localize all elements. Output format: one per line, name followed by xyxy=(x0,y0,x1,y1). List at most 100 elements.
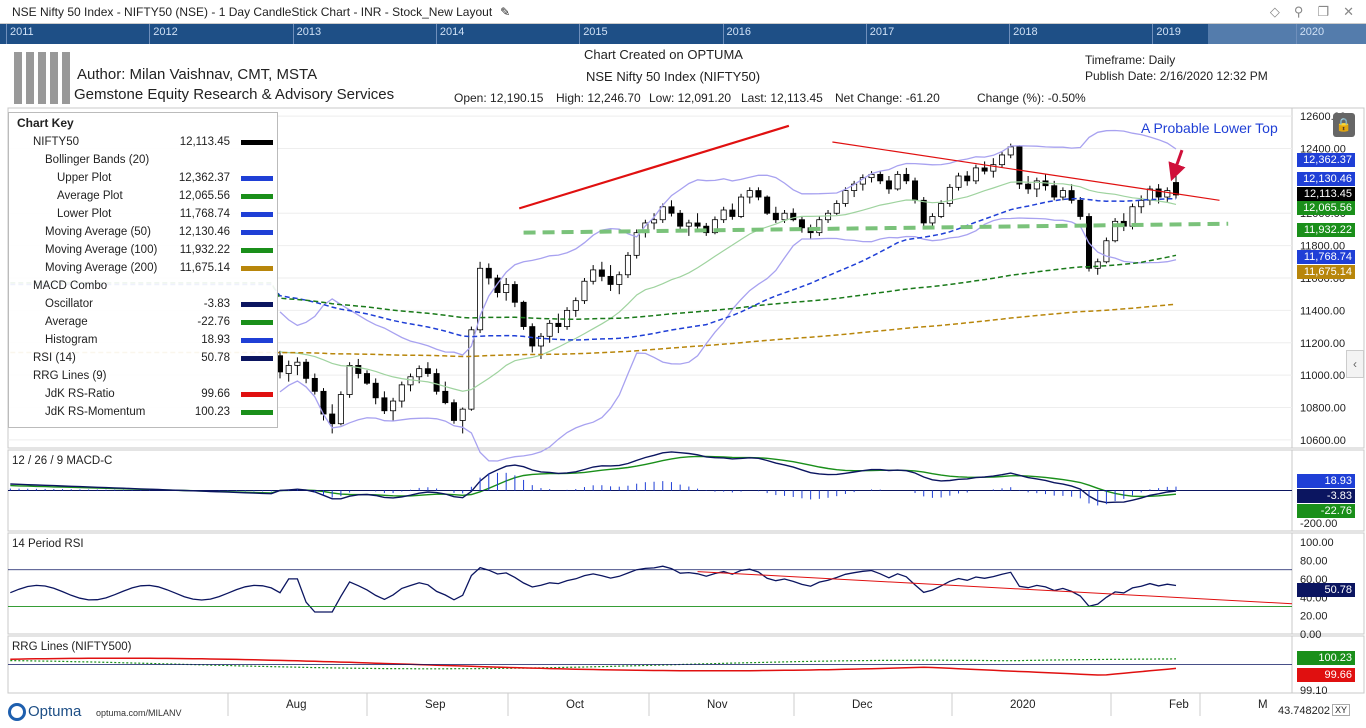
timeline-divider xyxy=(149,24,151,44)
timeline-year-label[interactable]: 2016 xyxy=(726,26,751,38)
rsi-tick-label: 20.00 xyxy=(1300,611,1328,623)
timeline-divider xyxy=(1152,24,1154,44)
edit-title-icon[interactable]: ✎ xyxy=(500,4,511,19)
support-dashed-line xyxy=(523,221,1229,235)
chart-key-value: 50.78 xyxy=(201,352,230,364)
chart-header: Author: Milan Vaishnav, CMT, MSTA Gemsto… xyxy=(0,44,1366,108)
timeline-divider xyxy=(1295,24,1297,44)
optuma-brand: Optuma xyxy=(28,703,82,720)
chart-key-value: 12,362.37 xyxy=(178,172,230,184)
chart-key-label: JdK RS-Ratio xyxy=(45,388,115,400)
timeline-year-label[interactable]: 2013 xyxy=(296,26,322,38)
candle-up xyxy=(546,322,553,337)
timeline-year-label[interactable]: 2012 xyxy=(153,26,178,38)
chart-key-swatch xyxy=(241,356,273,361)
candle-up xyxy=(1112,220,1119,242)
candle-up xyxy=(868,173,875,179)
change-percent-value: Change (%): -0.50% xyxy=(977,91,1086,105)
month-tick-label: M xyxy=(1258,699,1268,711)
timeline-overview[interactable]: 2011 2012 2013 2014 2015 2016 2017 2018 2019 2020 xyxy=(0,24,1366,44)
diamond-icon[interactable]: ◇ xyxy=(1269,4,1280,19)
timeline-year-label[interactable]: 2015 xyxy=(583,26,608,38)
price-tick-label: 12400.00 xyxy=(1300,143,1346,155)
candle-up xyxy=(946,186,953,204)
lock-icon[interactable]: 🔒 xyxy=(1333,113,1355,137)
candle-down xyxy=(355,365,362,374)
candle-down xyxy=(1077,199,1084,217)
candle-down xyxy=(790,212,797,221)
macd-value-tag: -22.76 xyxy=(1297,504,1355,518)
candle-up xyxy=(720,209,727,221)
price-tick-label: 10800.00 xyxy=(1300,403,1346,415)
candle-down xyxy=(529,326,536,347)
candle-down xyxy=(729,209,736,217)
chart-key-label: MACD Combo xyxy=(33,280,108,292)
candle-up xyxy=(781,212,788,221)
candle-down xyxy=(276,355,284,373)
xy-toggle-button[interactable]: XY xyxy=(1332,704,1351,716)
timeline-year-label[interactable]: 2014 xyxy=(439,26,465,38)
chart-key-label: Lower Plot xyxy=(57,208,112,220)
price-tick-label: 10600.00 xyxy=(1300,435,1346,447)
cursor-readout: 43.748202 xyxy=(1278,705,1330,717)
price-tick-label: 11000.00 xyxy=(1300,370,1345,382)
close-icon[interactable]: ✕ xyxy=(1343,4,1354,19)
timeline-year-label[interactable]: 2018 xyxy=(1013,26,1038,38)
candle-up xyxy=(581,280,588,302)
candle-down xyxy=(755,190,762,198)
candle-down xyxy=(1155,188,1162,198)
chart-key-row: Bollinger Bands (20) xyxy=(9,151,277,169)
chart-key-swatch xyxy=(241,392,273,397)
author-name: Author: Milan Vaishnav, CMT, MSTA xyxy=(77,66,318,83)
chart-key-value: 11,768.74 xyxy=(179,208,230,220)
timeline-selection[interactable] xyxy=(1208,24,1366,44)
price-tick-label: 11200.00 xyxy=(1300,338,1345,350)
timeline-year-label[interactable]: 2017 xyxy=(869,26,895,38)
chart-key-label: Histogram xyxy=(45,334,98,346)
restore-icon[interactable]: ❐ xyxy=(1317,4,1330,19)
chart-key-value: 11,675.14 xyxy=(179,262,230,274)
candle-up xyxy=(972,167,979,182)
pin-icon[interactable]: ⚲ xyxy=(1293,4,1304,19)
candle-down xyxy=(1016,146,1023,185)
chart-key-value: -22.76 xyxy=(197,316,230,328)
rsi-value-tag: 50.78 xyxy=(1297,583,1355,597)
price-value-tag: 12,065.56 xyxy=(1297,201,1355,215)
candle-up xyxy=(1033,180,1040,190)
timeline-year-label[interactable]: 2020 xyxy=(1299,26,1325,38)
optuma-url: optuma.com/MILANV xyxy=(96,708,182,718)
window-title: NSE Nifty 50 Index - NIFTY50 (NSE) - 1 D… xyxy=(12,4,493,19)
last-value: Last: 12,113.45 xyxy=(741,91,823,105)
price-value-tag: 11,932.22 xyxy=(1297,223,1355,237)
author-logo-icon xyxy=(14,52,70,104)
timeline-divider xyxy=(6,24,7,44)
timeline-divider xyxy=(292,24,294,44)
timeline-divider xyxy=(435,24,437,44)
candle-up xyxy=(477,267,484,331)
candle-up xyxy=(294,361,301,366)
candle-down xyxy=(677,212,684,227)
candle-up xyxy=(938,203,945,217)
candle-up xyxy=(651,219,658,224)
timeline-year-label[interactable]: 2011 xyxy=(10,26,34,38)
candle-up xyxy=(459,408,466,421)
chart-key-title: Chart Key xyxy=(17,116,74,130)
chart-key-label: Oscillator xyxy=(45,298,93,310)
timeline-year-label[interactable]: 2019 xyxy=(1156,26,1181,38)
candle-up xyxy=(929,216,936,224)
chart-key-row: Moving Average (200) 11,675.14 xyxy=(9,259,277,277)
rrg-value-tag: 99.66 xyxy=(1297,668,1355,682)
net-change-value: Net Change: -61.20 xyxy=(835,91,940,105)
chart-key-row: Average Plot 12,065.56 xyxy=(9,187,277,205)
candle-up xyxy=(633,232,640,256)
candle-down xyxy=(311,377,318,392)
month-tick-label: Aug xyxy=(286,699,307,711)
chart-key-row: Oscillator -3.83 xyxy=(9,295,277,313)
candle-up xyxy=(711,219,718,234)
collapse-panel-icon[interactable]: ‹ xyxy=(1346,350,1364,378)
chart-key-label: Moving Average (50) xyxy=(45,226,151,238)
candle-down xyxy=(442,390,449,404)
macd-tick-label: -200.00 xyxy=(1300,518,1337,530)
month-tick-label: 2020 xyxy=(1010,699,1036,711)
rsi-trendline xyxy=(697,571,1293,605)
